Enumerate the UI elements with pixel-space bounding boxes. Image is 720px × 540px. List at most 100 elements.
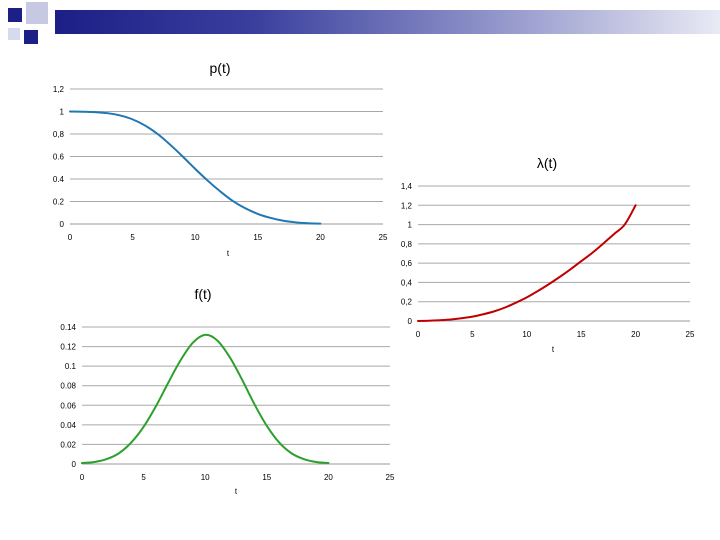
y-tick-label: 0.4 [53,175,65,184]
x-tick-label: 20 [316,233,325,242]
x-tick-label: 0 [416,330,421,339]
x-tick-label: 5 [470,330,475,339]
decor-square [24,30,38,44]
data-point-f [130,441,132,443]
x-tick-label: 10 [201,473,210,482]
data-point-p [82,111,84,113]
data-point-f [180,359,182,361]
x-tick-label: 25 [686,330,695,339]
data-point-lambda [613,233,615,235]
y-tick-label: 0,6 [401,259,413,268]
data-point-p [319,223,321,225]
y-tick-label: 1,4 [401,182,413,191]
data-point-f [167,382,169,384]
data-point-p [244,207,246,209]
data-point-f [204,334,206,336]
data-point-lambda [504,307,506,309]
data-point-lambda [624,224,626,226]
x-axis-label: t [227,249,230,258]
y-tick-label: 0.14 [60,323,76,332]
data-point-p [107,112,109,114]
series-line-lambda [417,204,637,322]
y-tick-label: 0 [72,460,77,469]
header-gradient-band [55,10,720,34]
data-point-lambda [439,319,441,321]
data-point-f [253,403,255,405]
x-tick-label: 15 [262,473,271,482]
y-tick-label: 0.06 [60,401,76,410]
data-point-f [192,342,194,344]
data-point-f [278,441,280,443]
y-tick-label: 0.12 [60,343,76,352]
decor-square [8,8,22,22]
x-tick-label: 20 [324,473,333,482]
data-point-f [143,426,145,428]
data-point-lambda [461,317,463,319]
y-tick-label: 1,2 [53,85,65,94]
data-point-lambda [635,204,637,206]
x-tick-label: 15 [577,330,586,339]
data-point-p [69,111,71,113]
y-tick-label: 0,2 [401,298,413,307]
y-tick-label: 0.6 [53,153,65,162]
data-point-lambda [471,316,473,318]
x-tick-label: 0 [80,473,85,482]
y-tick-label: 1 [408,221,413,230]
x-axis-label: t [552,345,555,354]
chart-title: p(t) [210,60,231,76]
x-tick-label: 10 [191,233,200,242]
data-point-p [219,190,221,192]
data-point-p [307,222,309,224]
x-tick-label: 0 [68,233,73,242]
data-point-p [169,144,171,146]
data-point-lambda [526,296,528,298]
y-tick-label: 0.08 [60,382,76,391]
data-point-p [232,200,234,202]
data-point-f [327,462,329,464]
x-tick-label: 10 [522,330,531,339]
y-tick-label: 0,8 [401,240,413,249]
data-point-lambda [417,320,419,322]
series-line-p [69,110,322,225]
data-point-p [207,180,209,182]
x-tick-label: 5 [141,473,146,482]
x-tick-label: 15 [253,233,262,242]
x-tick-label: 25 [379,233,388,242]
data-point-p [194,168,196,170]
decor-square [8,28,20,40]
data-point-lambda [569,268,571,270]
data-point-lambda [580,260,582,262]
data-point-p [119,114,121,116]
y-tick-label: 0.1 [65,362,77,371]
data-point-p [294,221,296,223]
data-point-p [282,220,284,222]
data-point-f [93,461,95,463]
chart-title: f(t) [194,286,211,302]
x-tick-label: 25 [386,473,395,482]
data-point-p [269,217,271,219]
x-axis-label: t [235,487,238,496]
data-point-lambda [428,320,430,322]
data-point-p [94,111,96,113]
data-point-p [257,213,259,215]
data-point-lambda [493,310,495,312]
decor-square [26,2,48,24]
data-point-f [315,461,317,463]
data-point-f [266,425,268,427]
y-tick-label: 0.02 [60,440,76,449]
y-tick-label: 0.04 [60,421,76,430]
data-point-lambda [537,290,539,292]
data-point-lambda [482,313,484,315]
data-point-f [106,458,108,460]
series-line-f [81,333,330,465]
data-point-f [118,452,120,454]
data-point-p [132,118,134,120]
data-point-p [157,133,159,135]
y-tick-label: 0,4 [401,278,413,287]
data-point-f [229,356,231,358]
data-point-f [81,462,83,464]
data-point-f [290,452,292,454]
chart-title: λ(t) [537,155,557,171]
y-tick-label: 1 [60,108,65,117]
